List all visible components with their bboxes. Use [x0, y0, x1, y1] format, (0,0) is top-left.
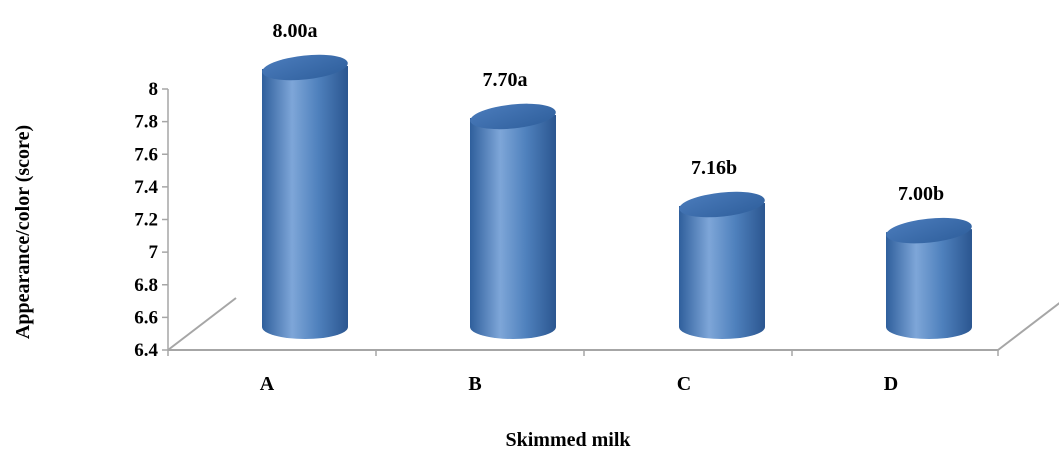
bar-body	[262, 66, 348, 339]
y-tick-label: 7.6	[134, 144, 158, 165]
data-label: 7.16b	[691, 157, 737, 179]
bar-C	[679, 191, 765, 339]
bar-top	[262, 54, 348, 81]
y-tick-label: 7.2	[134, 210, 158, 231]
bar-body	[470, 114, 556, 339]
x-tick-label: D	[884, 373, 898, 395]
y-tick-label: 6.6	[134, 307, 158, 328]
x-tick-label: B	[468, 373, 481, 395]
y-axis-title: Appearance/color (score)	[12, 125, 34, 339]
y-tick-label: 7.4	[134, 177, 158, 198]
bar-A	[262, 54, 348, 339]
bar-top	[470, 103, 556, 130]
bar-top	[886, 217, 972, 244]
bar-top	[679, 191, 765, 218]
x-tick-label: A	[260, 373, 275, 395]
y-tick-label: 8	[149, 79, 159, 100]
y-tick-label: 6.4	[134, 340, 158, 361]
bar-body	[679, 203, 765, 339]
x-axis-title: Skimmed milk	[505, 429, 631, 451]
floor-right-edge	[997, 302, 1059, 351]
bar-body	[886, 229, 972, 339]
y-axis-ticks: 6.4 6.6 6.8 7 7.2 7.4 7.6 7.8 8	[134, 79, 168, 361]
y-tick-label: 7.8	[134, 112, 158, 133]
bar-B	[470, 103, 556, 339]
bars	[262, 54, 972, 339]
x-tick-label: C	[677, 373, 691, 395]
data-labels: 8.00a 7.70a 7.16b 7.00b	[273, 20, 945, 205]
y-tick-label: 7	[149, 242, 159, 263]
chart-floor	[167, 89, 1059, 356]
floor-left-edge	[167, 297, 237, 351]
data-label: 8.00a	[273, 20, 318, 42]
data-label: 7.00b	[898, 183, 944, 205]
y-tick-label: 6.8	[134, 275, 158, 296]
data-label: 7.70a	[483, 69, 528, 91]
bar-D	[886, 217, 972, 339]
x-axis-ticks: A B C D	[260, 373, 898, 395]
